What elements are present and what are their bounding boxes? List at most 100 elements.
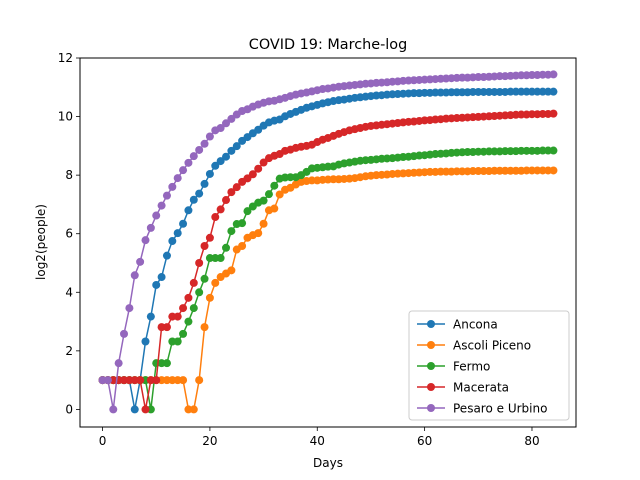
legend-label: Fermo bbox=[453, 360, 490, 374]
data-point bbox=[248, 170, 257, 179]
data-point bbox=[227, 227, 236, 236]
y-tick-label: 8 bbox=[65, 168, 73, 182]
data-point bbox=[146, 312, 155, 321]
data-point bbox=[168, 182, 177, 191]
x-axis: 0 20 40 60 80 bbox=[99, 427, 540, 448]
data-point bbox=[549, 166, 558, 175]
data-point bbox=[125, 304, 134, 313]
data-point bbox=[275, 190, 284, 199]
data-point bbox=[173, 174, 182, 183]
data-point bbox=[238, 242, 247, 251]
data-point bbox=[162, 251, 171, 260]
series-pesaro-e-urbino bbox=[98, 70, 558, 414]
data-point bbox=[270, 181, 279, 190]
data-point bbox=[162, 323, 171, 332]
data-point bbox=[162, 191, 171, 200]
data-point bbox=[152, 211, 161, 220]
legend-label: Pesaro e Urbino bbox=[453, 402, 547, 416]
data-point bbox=[211, 213, 220, 222]
data-point bbox=[549, 70, 558, 79]
data-point bbox=[200, 139, 209, 148]
y-tick-label: 12 bbox=[58, 51, 73, 65]
data-point bbox=[189, 195, 198, 204]
data-point bbox=[179, 304, 188, 313]
data-point bbox=[184, 206, 193, 215]
data-point bbox=[141, 337, 150, 346]
data-point bbox=[264, 190, 273, 199]
data-point bbox=[200, 323, 209, 332]
data-point bbox=[222, 152, 231, 161]
data-point bbox=[152, 280, 161, 289]
legend-entry: Fermo bbox=[417, 360, 490, 374]
data-point bbox=[254, 164, 263, 173]
data-point bbox=[216, 157, 225, 166]
data-point bbox=[195, 288, 204, 297]
data-point bbox=[200, 242, 209, 251]
data-point bbox=[205, 293, 214, 302]
data-point bbox=[141, 405, 150, 414]
data-point bbox=[205, 233, 214, 242]
data-point bbox=[179, 329, 188, 338]
data-point bbox=[141, 236, 150, 245]
chart-title: COVID 19: Marche-log bbox=[249, 37, 407, 53]
legend-entry: Ancona bbox=[417, 318, 498, 332]
series-fermo bbox=[98, 146, 558, 414]
data-point bbox=[162, 359, 171, 368]
data-point bbox=[259, 196, 268, 205]
data-point bbox=[227, 188, 236, 197]
data-point bbox=[136, 257, 145, 266]
data-point bbox=[136, 376, 145, 385]
data-point bbox=[173, 337, 182, 346]
data-point bbox=[549, 109, 558, 118]
data-point bbox=[195, 145, 204, 154]
data-point bbox=[157, 201, 166, 210]
legend-label: Ascoli Piceno bbox=[453, 339, 531, 353]
legend-marker bbox=[427, 404, 435, 412]
data-point bbox=[259, 219, 268, 228]
data-point bbox=[152, 376, 161, 385]
data-point bbox=[195, 189, 204, 198]
axes-frame bbox=[79, 57, 577, 428]
data-point bbox=[232, 142, 241, 151]
data-point bbox=[227, 114, 236, 123]
data-point bbox=[189, 304, 198, 313]
x-tick-label: 60 bbox=[417, 434, 432, 448]
data-point bbox=[189, 152, 198, 161]
data-point bbox=[549, 87, 558, 96]
data-point bbox=[184, 317, 193, 326]
data-point bbox=[114, 359, 123, 368]
legend-entry: Macerata bbox=[417, 381, 509, 395]
x-tick-label: 80 bbox=[524, 434, 539, 448]
data-point bbox=[184, 158, 193, 167]
legend-label: Macerata bbox=[453, 381, 509, 395]
data-point bbox=[130, 271, 139, 280]
legend-entry: Ascoli Piceno bbox=[417, 339, 531, 353]
data-point bbox=[195, 376, 204, 385]
x-axis-label: Days bbox=[313, 456, 343, 470]
legend-marker bbox=[427, 362, 435, 370]
data-point bbox=[216, 205, 225, 214]
x-tick-label: 0 bbox=[99, 434, 107, 448]
legend-marker bbox=[427, 320, 435, 328]
data-point bbox=[216, 254, 225, 263]
data-point bbox=[157, 273, 166, 282]
data-point bbox=[179, 166, 188, 175]
data-point bbox=[173, 312, 182, 321]
plot-area bbox=[98, 70, 558, 414]
data-point bbox=[254, 229, 263, 238]
legend-marker bbox=[427, 383, 435, 391]
y-tick-label: 0 bbox=[65, 402, 73, 416]
data-point bbox=[222, 196, 231, 205]
data-point bbox=[205, 132, 214, 141]
data-point bbox=[189, 278, 198, 287]
data-point bbox=[179, 219, 188, 228]
data-point bbox=[120, 329, 129, 338]
data-point bbox=[195, 259, 204, 267]
y-axis-label: log2(people) bbox=[34, 204, 48, 280]
data-point bbox=[103, 376, 112, 385]
data-point bbox=[222, 243, 231, 252]
legend-entry: Pesaro e Urbino bbox=[417, 402, 547, 416]
data-point bbox=[205, 169, 214, 178]
legend-box bbox=[408, 310, 570, 421]
